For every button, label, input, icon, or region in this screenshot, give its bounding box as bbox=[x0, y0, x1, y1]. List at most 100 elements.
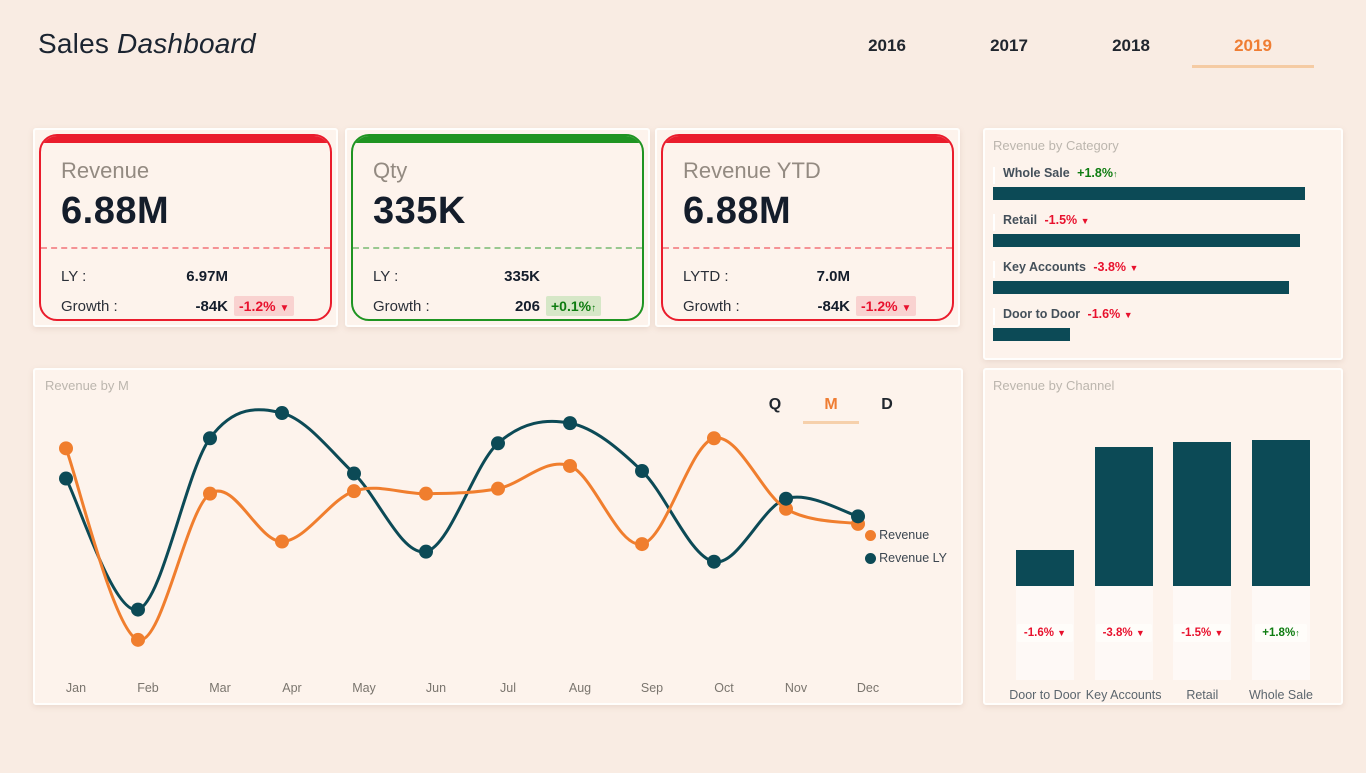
kpi-metric-row: Growth : -84K -1.2% ▼ bbox=[683, 291, 932, 319]
x-axis-label-nov: Nov bbox=[784, 681, 808, 695]
data-point-revenue[interactable] bbox=[419, 486, 433, 501]
legend-dot-icon bbox=[865, 529, 877, 541]
legend-item-revenue-ly[interactable]: Revenue LY bbox=[865, 551, 947, 565]
data-point-revenue[interactable] bbox=[563, 458, 577, 473]
data-point-revenue-ly[interactable] bbox=[131, 602, 145, 617]
channel-bar[interactable] bbox=[1173, 442, 1232, 586]
data-point-revenue-ly[interactable] bbox=[635, 464, 649, 478]
kpi-value: 335K bbox=[373, 190, 466, 232]
data-point-revenue[interactable] bbox=[59, 441, 73, 456]
page-title-regular: Sales bbox=[38, 28, 110, 59]
category-label: Door to Door -1.6% ▼ bbox=[1003, 307, 1133, 321]
category-growth-badge: +1.8%↑ bbox=[1077, 166, 1118, 180]
page-title: Sales Dashboard bbox=[38, 28, 256, 60]
kpi-metric-value: 335K bbox=[504, 267, 540, 285]
channel-bars: -1.6% ▼ Door to Door -3.8% ▼ Key Accounts -1… bbox=[1007, 440, 1319, 702]
down-triangle-icon: ▼ bbox=[1123, 310, 1133, 320]
legend-dot-icon bbox=[865, 552, 877, 564]
kpi-value: 6.88M bbox=[683, 190, 792, 232]
growth-badge: -1.2% ▼ bbox=[234, 296, 295, 316]
kpi-metric-value: -84K bbox=[195, 297, 228, 315]
channel-bar-zone bbox=[1007, 440, 1083, 586]
kpi-box: Qty 335K LY : 335K Growth : 206 +0.1%↑ bbox=[351, 134, 644, 321]
legend-label: Revenue LY bbox=[879, 551, 947, 565]
x-axis-label-aug: Aug bbox=[568, 681, 592, 695]
data-point-revenue-ly[interactable] bbox=[563, 416, 577, 431]
data-point-revenue-ly[interactable] bbox=[851, 509, 865, 524]
kpi-card-revenue-ytd: Revenue YTD 6.88M LYTD : 7.0M Growth : -84K -1… bbox=[655, 128, 960, 327]
kpi-metric-label: Growth : bbox=[373, 297, 430, 315]
data-point-revenue-ly[interactable] bbox=[779, 491, 793, 506]
category-bar[interactable] bbox=[993, 281, 1290, 294]
channel-growth-badge: +1.8%↑ bbox=[1255, 624, 1307, 642]
data-point-revenue[interactable] bbox=[635, 537, 649, 552]
line-series-revenue-ly bbox=[64, 408, 859, 612]
kpi-metric-row: LYTD : 7.0M bbox=[683, 261, 932, 291]
data-point-revenue[interactable] bbox=[131, 632, 145, 647]
category-label: Retail -1.5% ▼ bbox=[1003, 213, 1090, 227]
up-arrow-icon: ↑ bbox=[591, 303, 597, 314]
category-growth-badge: -3.8% ▼ bbox=[1093, 260, 1139, 274]
up-arrow-icon: ↑ bbox=[1295, 628, 1300, 638]
up-arrow-icon: ↑ bbox=[1112, 169, 1118, 179]
kpi-metric-value: 7.0M bbox=[816, 267, 850, 285]
year-tab-2018[interactable]: 2018 bbox=[1112, 36, 1150, 55]
data-point-revenue[interactable] bbox=[491, 481, 505, 496]
data-point-revenue[interactable] bbox=[275, 534, 289, 549]
kpi-metric-label: Growth : bbox=[61, 297, 118, 315]
revenue-by-channel-panel: Revenue by Channel -1.6% ▼ Door to Door -3… bbox=[983, 368, 1343, 705]
x-axis-label-jun: Jun bbox=[425, 681, 447, 695]
category-bar[interactable] bbox=[993, 234, 1301, 247]
channel-bar[interactable] bbox=[1094, 447, 1153, 586]
frequency-option-q[interactable]: Q bbox=[768, 396, 782, 413]
data-point-revenue[interactable] bbox=[203, 486, 217, 501]
data-point-revenue[interactable] bbox=[707, 431, 721, 446]
category-bar[interactable] bbox=[993, 328, 1071, 341]
axis-tick bbox=[993, 167, 995, 184]
line-chart-title: Revenue by M bbox=[45, 378, 129, 393]
growth-badge: -1.2% ▼ bbox=[856, 296, 917, 316]
x-axis-label-jan: Jan bbox=[65, 681, 87, 695]
category-row-retail: Retail -1.5% ▼ bbox=[993, 213, 1315, 247]
data-point-revenue-ly[interactable] bbox=[707, 554, 721, 569]
channel-bar[interactable] bbox=[1016, 550, 1074, 586]
data-point-revenue-ly[interactable] bbox=[491, 436, 505, 451]
data-point-revenue-ly[interactable] bbox=[203, 431, 217, 446]
year-tab-2016[interactable]: 2016 bbox=[868, 36, 906, 55]
line-chart-plot bbox=[59, 406, 865, 647]
data-point-revenue-ly[interactable] bbox=[59, 471, 73, 486]
frequency-option-d[interactable]: D bbox=[881, 396, 893, 413]
kpi-accent-cap bbox=[663, 136, 952, 143]
kpi-accent-cap bbox=[353, 136, 642, 143]
channel-column-whole-sale: +1.8%↑ Whole Sale bbox=[1243, 440, 1319, 702]
data-point-revenue-ly[interactable] bbox=[419, 544, 433, 559]
data-point-revenue[interactable] bbox=[779, 501, 793, 516]
channel-label: Whole Sale bbox=[1249, 688, 1313, 702]
legend-item-revenue[interactable]: Revenue bbox=[865, 528, 947, 542]
frequency-option-m[interactable]: M bbox=[803, 396, 859, 424]
kpi-metric-value: 206 bbox=[514, 297, 540, 315]
axis-tick bbox=[993, 214, 995, 231]
data-point-revenue-ly[interactable] bbox=[347, 466, 361, 481]
kpi-badge-slot: -1.2% ▼ bbox=[856, 296, 932, 316]
year-tab-2019[interactable]: 2019 bbox=[1192, 36, 1314, 68]
category-label: Key Accounts -3.8% ▼ bbox=[1003, 260, 1139, 274]
category-bar[interactable] bbox=[993, 187, 1305, 200]
data-point-revenue[interactable] bbox=[347, 484, 361, 499]
channel-column-retail: -1.5% ▼ Retail bbox=[1164, 440, 1240, 702]
down-triangle-icon: ▼ bbox=[1057, 628, 1067, 638]
data-point-revenue-ly[interactable] bbox=[275, 406, 289, 421]
x-axis-label-mar: Mar bbox=[209, 681, 231, 695]
channel-strip: -1.6% ▼ bbox=[1016, 586, 1074, 680]
revenue-by-month-panel: Revenue by M Q M D Revenue Revenue LY Jan Fe… bbox=[33, 368, 963, 705]
kpi-metric-label: LY : bbox=[61, 267, 87, 285]
channel-bar[interactable] bbox=[1251, 440, 1310, 586]
category-growth-badge: -1.6% ▼ bbox=[1087, 307, 1133, 321]
channel-strip: -3.8% ▼ bbox=[1094, 586, 1153, 680]
channel-column-key-accounts: -3.8% ▼ Key Accounts bbox=[1086, 440, 1162, 702]
revenue-by-category-panel: Revenue by Category Whole Sale +1.8%↑ Ret… bbox=[983, 128, 1343, 360]
kpi-title: Revenue YTD bbox=[683, 158, 821, 183]
year-tab-2017[interactable]: 2017 bbox=[990, 36, 1028, 55]
kpi-metric-row: LY : 335K bbox=[373, 261, 622, 291]
